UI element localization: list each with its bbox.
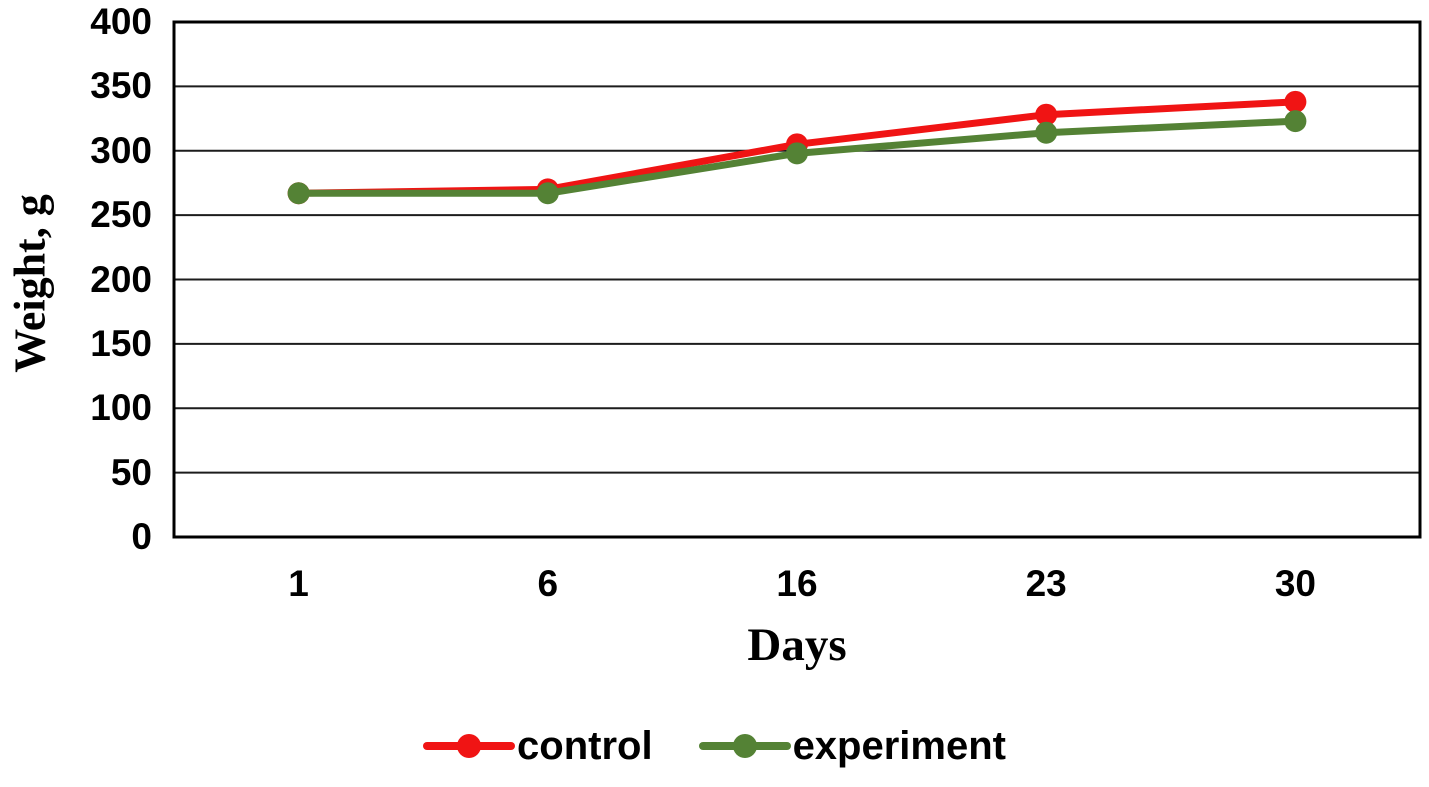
y-tick-label: 100	[90, 387, 152, 429]
x-tick-label: 16	[776, 563, 818, 604]
y-tick-label: 150	[90, 322, 152, 364]
legend-dot-icon	[457, 734, 482, 758]
y-tick-label: 300	[90, 129, 152, 171]
data-point-experiment	[1035, 121, 1058, 144]
legend-item-experiment: experiment	[698, 722, 1006, 770]
legend-item-control: control	[423, 722, 653, 770]
x-tick-label: 23	[1025, 563, 1067, 604]
x-tick-label: 1	[288, 563, 309, 604]
legend-dot-icon	[732, 734, 757, 758]
y-tick-label: 400	[90, 1, 152, 42]
data-point-control	[1284, 90, 1307, 113]
plot-border	[172, 20, 1422, 539]
y-tick-label: 50	[110, 451, 152, 493]
data-point-experiment	[786, 142, 808, 165]
data-point-control	[1035, 103, 1058, 126]
legend-label: control	[517, 724, 653, 768]
x-tick-label: 6	[537, 563, 559, 604]
legend-label: experiment	[792, 724, 1006, 768]
y-tick-label: 0	[131, 516, 152, 557]
data-point-experiment	[1284, 110, 1307, 133]
x-axis-title: Days	[747, 619, 847, 671]
chart-legend: control experiment	[0, 722, 1429, 770]
data-point-experiment	[287, 182, 310, 205]
data-point-experiment	[536, 182, 559, 205]
y-tick-label: 200	[90, 258, 152, 300]
x-tick-label: 30	[1274, 563, 1316, 604]
y-axis-title: Weight, g	[5, 194, 55, 373]
y-tick-label: 350	[90, 65, 152, 107]
y-tick-label: 250	[90, 194, 152, 236]
legend-line-marker-icon	[698, 734, 791, 758]
legend-line-marker-icon	[423, 734, 516, 758]
